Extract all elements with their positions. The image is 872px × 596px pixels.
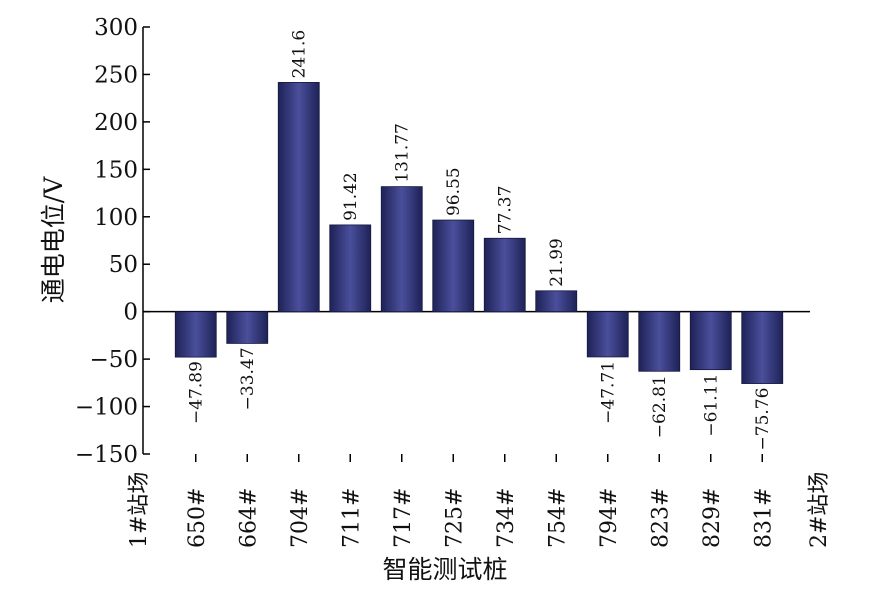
x-axis-title: 智能测试桩 xyxy=(382,555,507,584)
bar xyxy=(483,237,526,313)
y-tick-label: 100 xyxy=(94,205,138,231)
x-tick-label: 717# xyxy=(391,488,416,548)
x-tick-label: 831# xyxy=(751,488,776,548)
y-tick-label: −100 xyxy=(75,395,138,421)
y-tick-label: 300 xyxy=(94,15,138,41)
x-end-label-left: 1#站场 xyxy=(127,472,152,548)
data-label: 96.55 xyxy=(444,167,464,216)
bar xyxy=(638,311,681,372)
bar xyxy=(277,82,320,313)
data-label: −62.81 xyxy=(650,375,670,438)
data-label: −33.47 xyxy=(238,347,258,410)
bar xyxy=(586,311,629,358)
y-axis-title: 通电电位/V xyxy=(39,176,68,303)
x-tick-label: 823# xyxy=(648,488,673,548)
x-tick-label: 704# xyxy=(288,488,313,548)
data-label: 241.6 xyxy=(290,30,310,79)
x-tick-label: 734# xyxy=(494,488,519,548)
data-label: −75.76 xyxy=(753,388,773,451)
bar xyxy=(226,311,269,344)
y-tick-label: 150 xyxy=(94,157,138,183)
data-label: −47.71 xyxy=(599,361,619,424)
bar xyxy=(741,311,784,384)
data-label: −61.11 xyxy=(702,374,722,437)
data-label: 131.77 xyxy=(393,123,413,182)
data-label: 77.37 xyxy=(496,186,516,235)
bar xyxy=(329,224,372,313)
y-tick-label: −50 xyxy=(89,347,138,373)
bar xyxy=(174,311,217,358)
bar xyxy=(535,290,578,313)
y-tick-label: 200 xyxy=(94,110,138,136)
y-tick-label: 250 xyxy=(94,62,138,88)
data-label: 91.42 xyxy=(341,172,361,221)
x-tick-label: 664# xyxy=(236,488,261,548)
x-end-label-right: 2#站场 xyxy=(807,472,832,548)
bar xyxy=(689,311,732,371)
data-label: −47.89 xyxy=(187,361,207,424)
data-label: 21.99 xyxy=(547,238,567,287)
x-tick-label: 829# xyxy=(700,488,725,548)
y-tick-label: 0 xyxy=(123,300,138,326)
x-tick-label: 725# xyxy=(442,488,467,548)
y-tick-label: −150 xyxy=(75,442,138,468)
x-tick-label: 711# xyxy=(339,488,364,548)
bar xyxy=(432,219,475,313)
x-tick-label: 650# xyxy=(185,488,210,548)
bar xyxy=(380,186,423,313)
x-tick-label: 794# xyxy=(597,488,622,548)
y-tick-label: 50 xyxy=(109,252,138,278)
x-tick-label: 754# xyxy=(545,488,570,548)
